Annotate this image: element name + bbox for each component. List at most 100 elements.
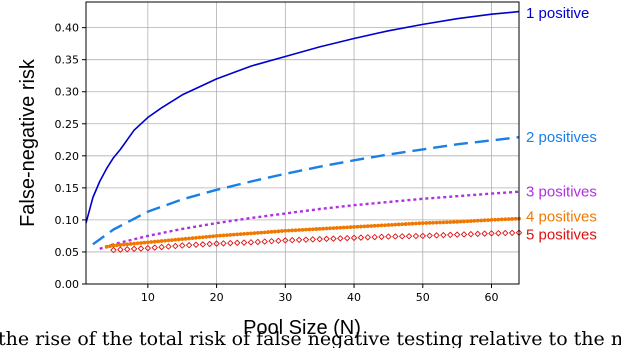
series-point	[192, 241, 200, 249]
series-point	[482, 218, 487, 223]
series-point	[385, 233, 392, 240]
series-point	[279, 229, 284, 233]
series-point	[151, 244, 158, 251]
series-point	[323, 235, 330, 243]
series-point	[266, 230, 271, 234]
series-point	[173, 237, 178, 242]
series-point	[460, 231, 468, 238]
series-point	[372, 223, 377, 228]
series-point	[110, 246, 117, 254]
series-point	[343, 234, 351, 242]
series-point	[178, 242, 186, 249]
series-line	[99, 190, 520, 250]
series-point	[328, 226, 332, 231]
series-point	[396, 222, 401, 227]
series-point	[364, 234, 372, 241]
series-point	[117, 246, 124, 253]
series-point	[465, 219, 470, 224]
series-point	[283, 228, 288, 233]
series-point	[475, 218, 480, 223]
series-point	[453, 231, 461, 238]
series-point	[233, 239, 241, 247]
series-point	[307, 227, 312, 232]
series-point	[262, 230, 267, 235]
series-point	[427, 220, 432, 225]
series-point	[352, 225, 356, 229]
series-point	[149, 240, 154, 244]
series-line	[85, 10, 520, 224]
series-point	[389, 222, 394, 227]
series-point	[359, 224, 363, 229]
series-point	[231, 232, 236, 237]
series-point	[357, 234, 365, 241]
series-point	[448, 220, 453, 224]
series-point	[431, 220, 435, 225]
series-point	[235, 232, 240, 237]
series-point	[486, 218, 490, 223]
series-point	[417, 221, 422, 226]
series-point	[242, 231, 246, 236]
series-point	[249, 231, 253, 236]
series-point	[302, 236, 310, 243]
x-tick-label: 50	[416, 291, 430, 304]
grid	[86, 2, 519, 285]
y-tick-label: 0.15	[55, 182, 80, 195]
series-point	[331, 226, 336, 231]
series-label: 1 positive	[526, 5, 589, 22]
series-point	[434, 220, 439, 225]
tick-layer: 0.00 0.05 0.10 0.15 0.20 0.25 0.30 0.35 0.40 10 20…	[55, 22, 499, 304]
series-point	[481, 230, 488, 237]
series-point	[426, 232, 433, 239]
series-point	[310, 227, 315, 232]
plot-frame	[85, 1, 520, 285]
series-point	[345, 225, 350, 230]
series-point	[393, 222, 398, 227]
series-point	[176, 237, 181, 242]
figure-caption: the rise of the total risk of false nega…	[0, 326, 621, 348]
series-point	[218, 233, 222, 238]
series-point	[290, 228, 295, 233]
series-point	[132, 241, 137, 246]
series-point	[282, 237, 289, 244]
series-point	[338, 225, 343, 230]
series-point	[269, 229, 274, 234]
series-point	[276, 229, 281, 234]
series-point	[386, 223, 391, 227]
series-point	[398, 233, 406, 240]
series-point	[135, 241, 140, 246]
y-tick-label: 0.30	[55, 86, 80, 99]
series-point	[139, 241, 143, 245]
series-point	[441, 220, 446, 225]
series-point	[286, 228, 291, 233]
series-point	[187, 236, 191, 241]
series-point	[455, 219, 460, 224]
series-point	[499, 217, 504, 222]
series-point	[369, 224, 374, 228]
series-point	[254, 238, 262, 246]
series-point	[118, 243, 123, 247]
series-point	[211, 234, 216, 239]
series-point	[506, 217, 511, 222]
series-point	[125, 242, 130, 247]
series-point	[424, 221, 429, 225]
series-point	[495, 229, 502, 237]
series-point	[261, 238, 268, 245]
series-point	[488, 230, 495, 237]
series-point	[438, 220, 442, 225]
series-point	[194, 235, 198, 240]
series-point	[376, 223, 381, 228]
series-label: 2 positives	[526, 129, 597, 146]
series-point	[508, 229, 516, 237]
series-point	[321, 226, 326, 231]
series-point	[317, 226, 322, 231]
series-point	[183, 236, 188, 241]
series-point	[433, 232, 440, 239]
series-point	[206, 240, 213, 248]
series-point	[300, 227, 305, 232]
series-point	[341, 225, 346, 230]
series-point	[462, 219, 466, 224]
series-point	[371, 233, 378, 241]
series-point	[458, 219, 463, 224]
series-point	[407, 221, 411, 226]
